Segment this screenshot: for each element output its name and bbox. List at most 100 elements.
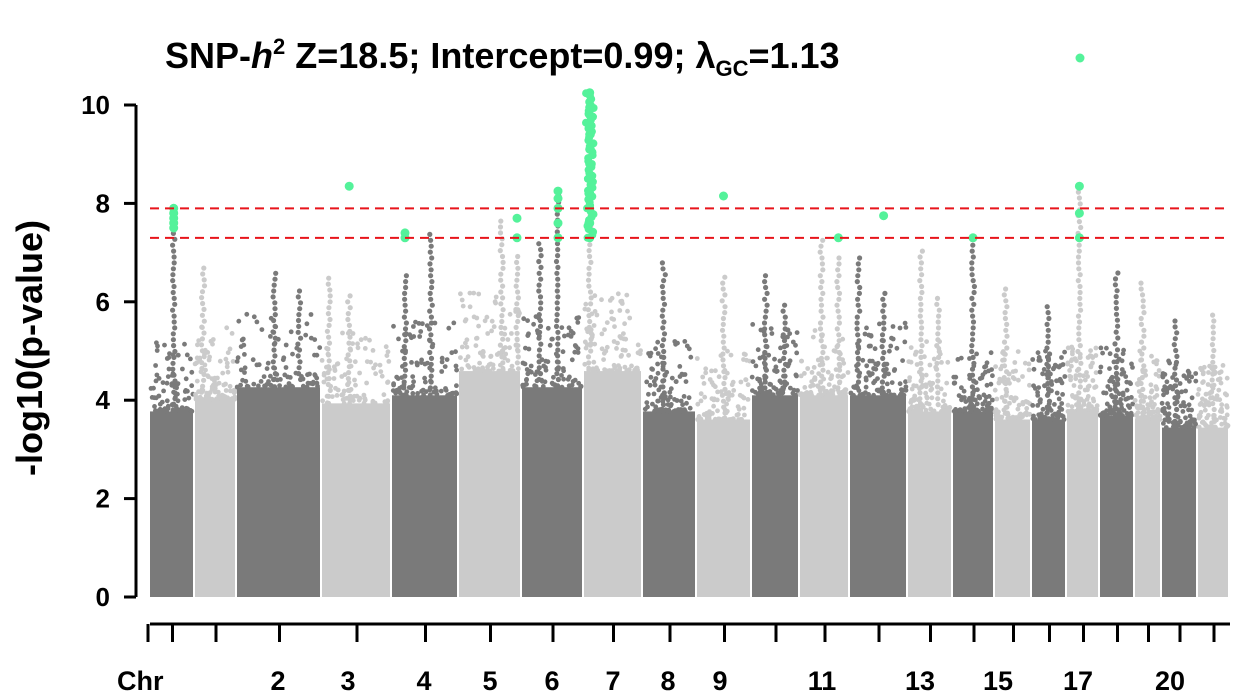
snp-point	[1016, 402, 1022, 408]
snp-point	[1075, 278, 1081, 284]
snp-point	[587, 242, 593, 248]
snp-point	[835, 373, 841, 379]
y-tick-label: 10	[81, 90, 110, 120]
snp-point	[684, 400, 689, 406]
snp-point	[1113, 299, 1119, 306]
snp-point	[401, 355, 407, 361]
snp-point	[601, 357, 606, 362]
snp-point	[467, 290, 473, 296]
snp-point	[738, 379, 744, 385]
snp-point	[554, 229, 560, 235]
snp-point	[1115, 270, 1121, 276]
snp-point	[345, 381, 351, 388]
snp-point	[407, 332, 413, 338]
snp-point	[171, 283, 177, 290]
snp-point	[1210, 312, 1216, 318]
snp-point	[934, 384, 941, 390]
snp-point	[225, 369, 231, 375]
snp-point	[621, 331, 626, 336]
snp-point	[497, 224, 504, 230]
snp-point	[467, 304, 473, 310]
snp-point	[609, 295, 615, 301]
snp-point	[189, 408, 195, 414]
snp-point	[334, 393, 340, 398]
snp-point	[762, 296, 768, 302]
snp-point	[1219, 409, 1225, 414]
snp-point	[427, 338, 433, 344]
snp-point	[1077, 301, 1083, 307]
snp-point	[818, 284, 824, 291]
snp-point	[1045, 357, 1052, 363]
snp-point	[538, 264, 544, 270]
snp-point	[516, 366, 521, 372]
snp-point	[224, 360, 230, 366]
snp-point	[272, 276, 278, 282]
snp-point	[1016, 377, 1021, 383]
snp-point	[820, 367, 826, 373]
snp-point	[728, 352, 734, 358]
snp-point	[880, 296, 886, 302]
snp-point	[722, 410, 728, 416]
snp-point	[270, 359, 276, 365]
snp-point	[1076, 266, 1082, 272]
chromosome-11-bulk	[752, 395, 798, 597]
chromosome-10-hits	[719, 191, 728, 201]
snp-point	[498, 277, 504, 283]
snp-point	[487, 368, 493, 374]
snp-point	[345, 376, 351, 382]
snp-point	[863, 384, 869, 390]
snp-point	[919, 384, 925, 390]
snp-point	[361, 400, 367, 406]
snp-point	[998, 366, 1004, 372]
snp-point	[270, 294, 276, 300]
snp-point	[1045, 380, 1051, 387]
snp-point	[941, 398, 946, 404]
snp-point	[259, 327, 265, 332]
snp-point	[442, 364, 448, 369]
snp-point	[428, 296, 434, 302]
snp-point	[622, 364, 628, 370]
snp-point	[429, 255, 435, 261]
snp-point	[588, 301, 594, 307]
snp-point	[358, 337, 364, 343]
snp-point	[251, 381, 257, 387]
snp-point	[703, 370, 709, 376]
snp-point	[1112, 282, 1118, 288]
snp-point	[820, 361, 826, 367]
snp-point	[559, 384, 565, 390]
snp-point	[1040, 417, 1046, 422]
snp-point	[614, 346, 619, 351]
snp-point	[1123, 374, 1129, 379]
snp-point	[680, 402, 685, 408]
snp-point	[1016, 417, 1021, 422]
snp-point	[297, 359, 303, 365]
snp-point	[970, 319, 977, 325]
snp-point	[1166, 419, 1172, 424]
snp-point	[229, 331, 235, 336]
snp-point	[856, 373, 862, 379]
snp-point	[241, 342, 247, 348]
significant-snp	[400, 228, 410, 238]
snp-point	[660, 325, 666, 331]
snp-point	[499, 354, 505, 360]
snp-point	[1141, 310, 1147, 316]
snp-point	[1114, 317, 1120, 323]
snp-point	[160, 380, 166, 385]
snp-point	[258, 379, 264, 384]
snp-point	[1001, 292, 1007, 298]
snp-point	[327, 316, 333, 323]
snp-point	[525, 318, 530, 323]
snp-point	[401, 314, 407, 320]
chromosome-12-bulk	[800, 395, 848, 597]
snp-point	[531, 321, 536, 327]
snp-point	[428, 379, 434, 385]
snp-point	[782, 302, 788, 308]
snp-point	[471, 290, 477, 296]
snp-point	[1225, 423, 1231, 428]
snp-point	[998, 416, 1004, 422]
snp-point	[969, 343, 975, 349]
snp-point	[1101, 390, 1106, 396]
snp-point	[1203, 402, 1208, 407]
snp-point	[828, 376, 833, 382]
snp-point	[663, 407, 668, 413]
